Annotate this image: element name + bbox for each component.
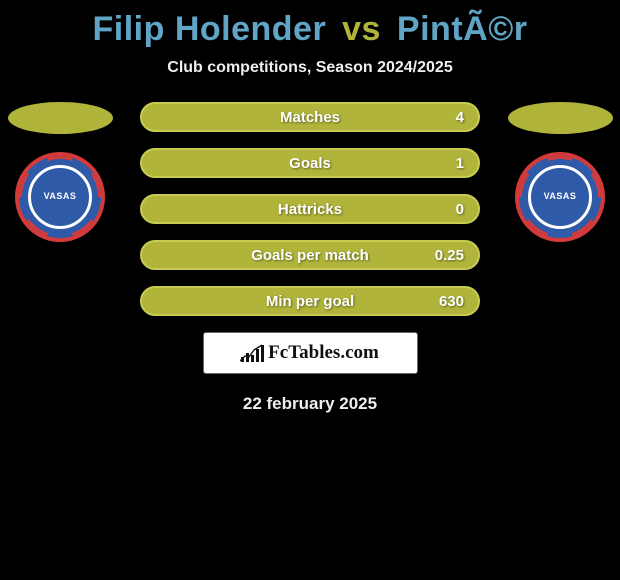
stat-row-hattricks: Hattricks 0 [140, 194, 480, 224]
comparison-content: VASAS VASAS Matches 4 Goals 1 Hattricks … [0, 102, 620, 414]
stat-label: Hattricks [278, 201, 342, 218]
stat-label: Matches [280, 109, 340, 126]
stat-row-min-per-goal: Min per goal 630 [140, 286, 480, 316]
stat-label: Goals [289, 155, 331, 172]
stat-label: Min per goal [266, 293, 354, 310]
player1-silhouette [8, 102, 113, 134]
source-logo: FcTables.com [203, 332, 418, 374]
subtitle: Club competitions, Season 2024/2025 [0, 59, 620, 77]
right-player-side: VASAS [500, 102, 620, 242]
player1-name: Filip Holender [93, 10, 327, 48]
stat-value: 0.25 [435, 247, 464, 264]
player2-club-badge: VASAS [515, 152, 605, 242]
vs-label: vs [342, 10, 381, 48]
stat-value: 4 [456, 109, 464, 126]
player2-name: PintÃ©r [397, 10, 528, 48]
source-logo-text: FcTables.com [268, 342, 379, 364]
stat-row-goals: Goals 1 [140, 148, 480, 178]
stat-row-matches: Matches 4 [140, 102, 480, 132]
bar-chart-icon [241, 345, 264, 362]
stat-value: 0 [456, 201, 464, 218]
club-badge-text: VASAS [544, 192, 577, 202]
stat-row-goals-per-match: Goals per match 0.25 [140, 240, 480, 270]
player2-silhouette [508, 102, 613, 134]
left-player-side: VASAS [0, 102, 120, 242]
comparison-title: Filip Holender vs PintÃ©r [0, 0, 620, 49]
stat-bars: Matches 4 Goals 1 Hattricks 0 Goals per … [140, 102, 480, 316]
date-label: 22 february 2025 [0, 394, 620, 414]
stat-label: Goals per match [251, 247, 369, 264]
club-badge-text: VASAS [44, 192, 77, 202]
stat-value: 630 [439, 293, 464, 310]
stat-value: 1 [456, 155, 464, 172]
player1-club-badge: VASAS [15, 152, 105, 242]
